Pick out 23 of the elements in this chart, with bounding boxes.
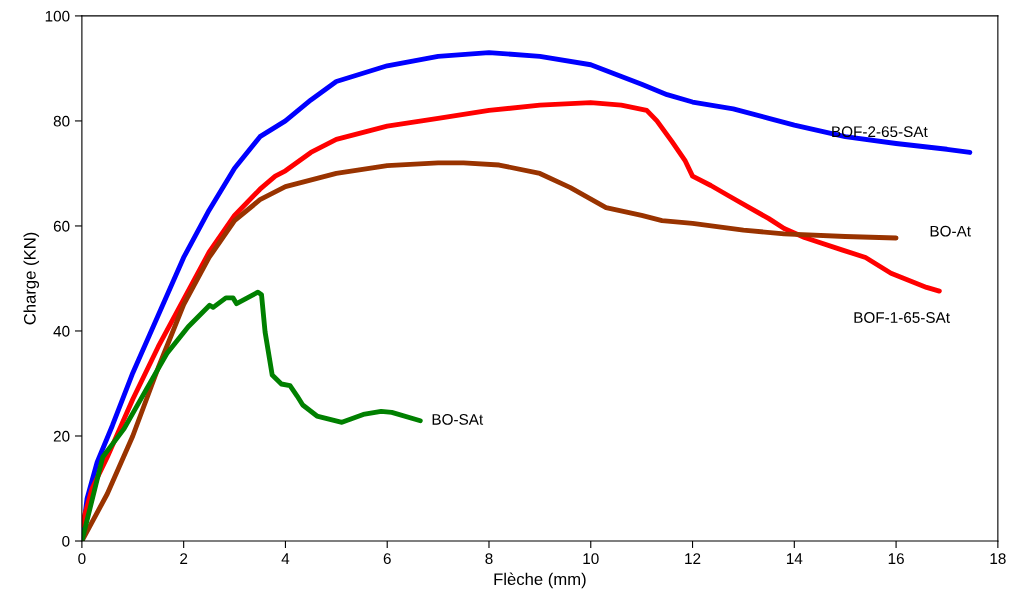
y-axis-title: Charge (KN) — [23, 232, 40, 325]
y-tick-label: 60 — [53, 220, 70, 232]
y-tick-label: 100 — [45, 10, 70, 22]
y-tick-label: 0 — [62, 535, 70, 547]
x-tick-label: 4 — [281, 553, 290, 564]
x-axis-title: Flèche (mm) — [494, 572, 586, 589]
series-label: BOF-2-65-SAt — [832, 126, 928, 138]
x-tick-label: 10 — [583, 553, 599, 565]
x-tick-label: 2 — [180, 553, 188, 564]
text: BO-At — [930, 225, 971, 237]
y-tick-label: 40 — [53, 325, 70, 337]
x-tick-label: 18 — [990, 553, 1006, 565]
x-tick-label: 0 — [78, 553, 86, 565]
y-tick-label: 80 — [53, 115, 70, 127]
x-tick-label: 8 — [485, 553, 493, 565]
x-tick-label: 12 — [685, 553, 701, 564]
series-label: BO-SAt — [432, 414, 484, 425]
series-label: BOF-1-65-SAt — [854, 312, 950, 323]
x-tick-label: 14 — [786, 553, 803, 564]
line-series — [81, 289, 423, 542]
x-tick-label: 16 — [888, 553, 904, 565]
y-tick-label: 20 — [53, 430, 70, 442]
x-tick-label: 6 — [383, 553, 391, 565]
